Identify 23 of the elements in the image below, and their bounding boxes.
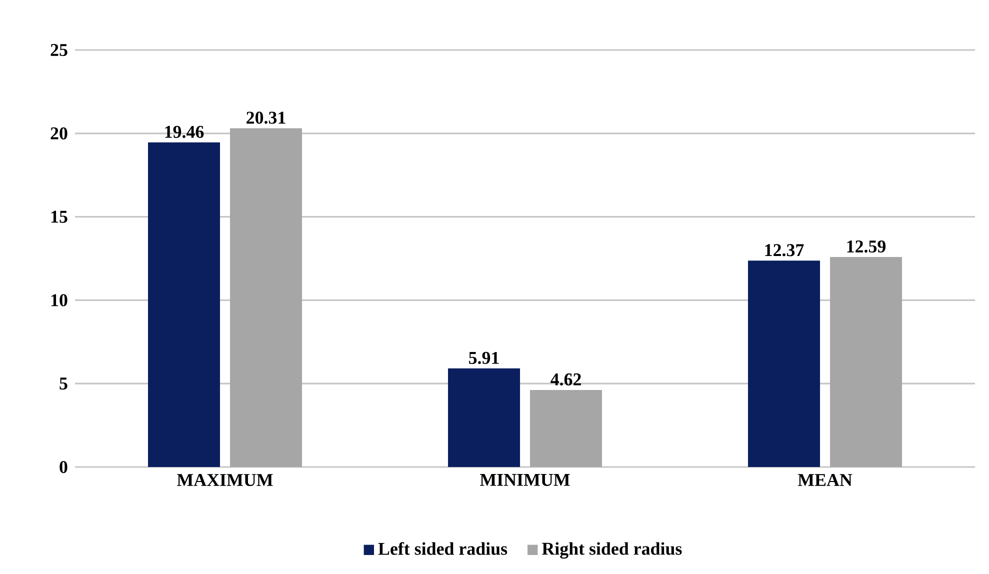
- data-label: 20.31: [246, 112, 286, 124]
- y-tick-label: 0: [60, 460, 68, 474]
- data-label: 5.91: [469, 352, 499, 364]
- y-tick-label: 15: [51, 210, 68, 223]
- y-tick-label: 25: [50, 44, 68, 56]
- bar: [148, 142, 220, 467]
- x-tick-label: MEAN: [798, 474, 852, 486]
- legend-label: Right sided radius: [542, 542, 682, 559]
- x-tick-label: MAXIMUM: [177, 474, 273, 486]
- bar: [530, 390, 602, 467]
- data-label: 4.62: [550, 373, 581, 386]
- data-label: 12.59: [847, 240, 886, 253]
- y-tick-label: 5: [60, 378, 68, 390]
- bar: [448, 368, 520, 467]
- y-tick-label: 20: [50, 127, 68, 140]
- legend-label: Left sided radius: [378, 542, 508, 555]
- bar: [230, 128, 302, 467]
- data-label: 19.46: [165, 126, 204, 138]
- y-tick-label: 10: [51, 294, 68, 306]
- bar: [748, 260, 820, 467]
- x-tick-label: MINIMUM: [480, 474, 570, 486]
- data-label: 12.37: [765, 244, 804, 256]
- bar: [830, 257, 902, 467]
